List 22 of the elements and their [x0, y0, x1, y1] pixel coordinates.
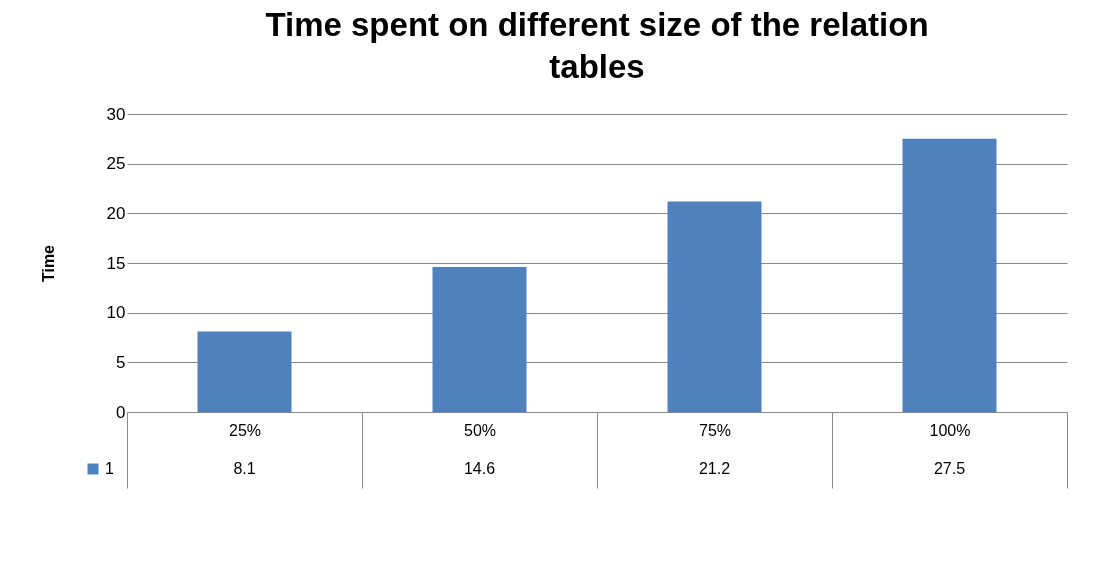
y-tick-label: 30: [106, 104, 126, 124]
y-tick-label: 5: [116, 352, 126, 372]
y-axis-title: Time: [39, 244, 57, 283]
chart-title: Time spent on different size of the relation tables: [265, 6, 929, 85]
y-tick-label: 15: [106, 253, 126, 273]
bar: [197, 331, 292, 412]
y-tick-label: 10: [106, 303, 126, 323]
x-tick-label: 25%: [228, 421, 262, 439]
legend-label: 1: [105, 460, 114, 477]
data-label: 21.2: [698, 460, 731, 477]
data-label: 27.5: [933, 460, 966, 477]
data-label: 8.1: [233, 460, 256, 477]
x-tick-label: 50%: [463, 421, 497, 439]
x-tick-label: 100%: [929, 421, 971, 439]
y-tick-label: 25: [106, 154, 126, 174]
x-tick-label: 75%: [698, 421, 732, 439]
bar: [667, 201, 762, 412]
bar: [432, 266, 527, 412]
data-label: 14.6: [463, 460, 496, 477]
bar: [902, 138, 997, 412]
y-tick-label: 20: [106, 203, 126, 223]
y-tick-label: 0: [116, 402, 126, 422]
